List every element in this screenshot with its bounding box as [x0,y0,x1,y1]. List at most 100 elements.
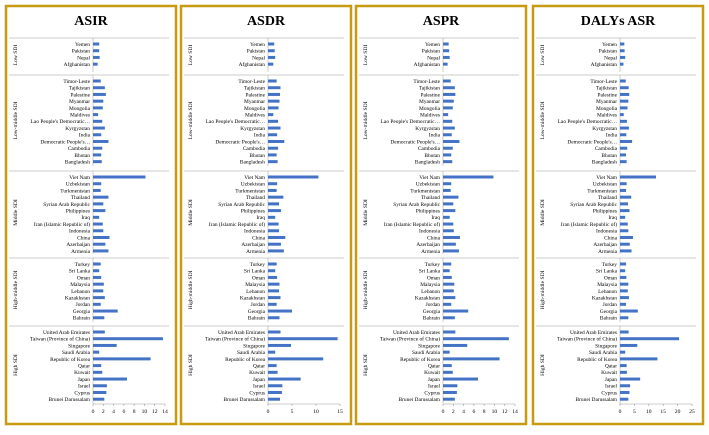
bar-yemen [268,42,275,46]
category-label: Singapore [243,343,265,349]
category-label: Qatar [428,364,440,370]
category-label: Armenia [598,249,617,255]
group-low-middle-sdi: Low-middle SDI Timor-LesteTajikistanPales… [9,74,169,166]
bar-azerbaijan [443,242,456,246]
category-label: Tajikistan [596,86,617,92]
bar-iraq [93,215,100,219]
bar-turkey [620,262,627,266]
group-label: High-middle SDI [13,270,19,309]
bar-turkmenistan [93,188,101,192]
bar-yemen [93,42,100,46]
x-tick-label: 6 [122,409,125,415]
bar-oman [620,275,627,279]
bar-kazakhstan [620,296,629,300]
bar-kyrgyzstan [443,126,455,130]
bar-taiwan-province-of-china [443,337,509,341]
category-label: Myanmar [419,99,440,105]
group-label: Middle SDI [540,199,546,226]
category-label: Sri Lanka [419,269,441,275]
bar-cambodia [93,146,103,150]
bar-thailand [93,195,109,199]
bar-timor-leste [93,79,101,83]
bar-cyprus [268,390,282,394]
bar-taiwan-province-of-china [620,337,680,341]
bar-cyprus [93,390,107,394]
category-label: Brunei Darussalam [49,397,91,403]
category-label: Japan [605,377,618,383]
bar-qatar [93,364,102,368]
x-tick-label: 10 [142,409,148,415]
category-label: Cyprus [249,390,265,396]
category-label: Bahrain [248,316,265,322]
bar-tajikistan [93,86,105,90]
category-label: Kyrgyzstan [415,126,440,132]
bar-singapore [268,343,292,347]
panel-frame [354,4,528,426]
category-label: Lao People's Democratic… [558,119,617,125]
bar-cyprus [620,390,630,394]
x-axis: 0 5 10 15 [267,403,343,415]
group-label: Middle SDI [188,199,194,226]
panel-frame [179,4,353,426]
category-label: Mongolia [596,106,618,112]
bar-maldives [620,113,624,117]
category-label: Armenia [246,249,265,255]
category-label: Afghanistan [591,61,618,68]
bar-taiwan-province-of-china [268,337,338,341]
panel-frame [4,4,178,426]
bar-palestine [620,92,630,96]
category-label: Saudi Arabia [237,350,266,356]
category-label: Oman [252,275,265,281]
category-label: Turkmenistan [235,188,265,194]
category-label: Lao People's Democratic… [381,119,440,125]
category-label: Iraq [256,215,265,221]
bar-mongolia [620,106,628,110]
bar-viet-nam [268,175,319,179]
bar-uzbekistan [443,182,452,186]
bar-myanmar [443,99,454,103]
category-label: Jordan [251,302,266,308]
category-label: Tajikistan [419,86,440,92]
category-label: Palestine [246,92,266,98]
bar-tajikistan [620,86,629,90]
bar-iraq [620,215,626,219]
category-label: Brunei Darussalam [576,397,618,403]
category-label: Bahrain [600,316,617,322]
bar-turkey [443,262,452,266]
category-label: Cyprus [74,390,90,396]
category-label: Israel [428,384,440,390]
bar-china [268,235,286,239]
category-label: Kazakhstan [592,296,617,302]
bar-saudi-arabia [443,350,450,354]
x-tick-label: 5 [633,409,636,415]
x-axis: 0 5 10 15 20 25 [619,403,695,415]
bar-india [268,133,278,137]
category-label: Jordan [426,302,441,308]
bar-uzbekistan [268,182,278,186]
bar-georgia [443,309,469,313]
category-label: Cyprus [601,390,617,396]
x-tick-label: 0 [267,409,270,415]
category-label: Nepal [604,55,617,61]
bar-iraq [443,215,450,219]
bar-turkmenistan [268,188,277,192]
category-label: Thailand [598,195,617,201]
category-label: China [604,235,617,241]
bar-lao-people-s-democratic [268,119,279,123]
category-label: Malaysia [420,282,440,288]
category-label: United Arab Emirates [570,330,617,336]
bar-bahrain [620,316,629,320]
panel-frame [531,4,705,426]
category-label: Armenia [71,249,90,255]
bar-bahrain [268,316,280,320]
category-label: Republic of Korea [577,356,617,363]
category-label: Timor-Leste [63,79,90,85]
group-label: Low SDI [540,45,546,66]
category-label: Pakistan [599,49,618,55]
bar-bangladesh [443,160,453,164]
category-label: Kazakhstan [240,296,265,302]
category-label: Iraq [608,215,617,221]
